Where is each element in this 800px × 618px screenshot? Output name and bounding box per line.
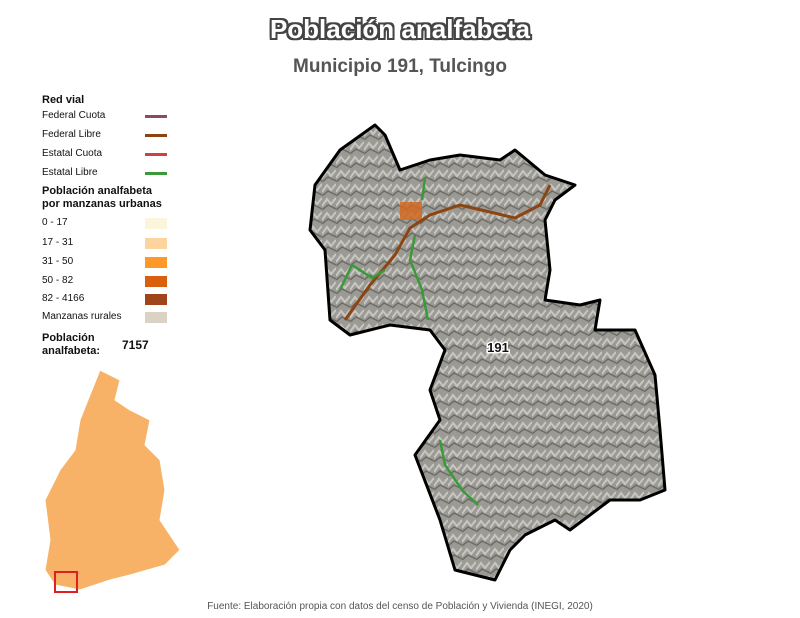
legend-swatch [145,294,167,305]
legend-swatch [145,172,167,175]
legend-swatch [145,153,167,156]
legend-item: Federal Libre [42,129,101,140]
municipality-label: 191 [487,340,509,355]
total-value: 7157 [122,338,149,352]
legend-item: 82 - 4166 [42,293,85,304]
total-label: Población analfabeta: [42,332,101,357]
location-marker [54,571,78,593]
legend-swatch [145,257,167,268]
legend-item: Federal Cuota [42,110,106,121]
legend-item: 17 - 31 [42,237,74,248]
legend-swatch [145,238,167,249]
legend-swatch [145,115,167,118]
municipality-outline [308,123,667,582]
road-federal-libre [343,184,552,321]
legend-item: 31 - 50 [42,256,74,267]
legend-item: Estatal Libre [42,167,98,178]
legend-roads-title: Red vial [42,94,85,106]
state-inset [44,369,181,591]
urban-block [400,202,422,220]
legend-swatch [145,312,167,323]
title: Población analfabeta [269,14,531,44]
source: Fuente: Elaboración propia con datos del… [207,601,593,612]
legend-swatch [145,218,167,229]
legend-swatch [145,276,167,287]
legend-item: 0 - 17 [42,217,68,228]
legend-population-title: Población analfabeta por manzanas urbana… [42,185,162,210]
subtitle: Municipio 191, Tulcingo [293,56,507,77]
legend-swatch [145,134,167,137]
road-estatal-libre [338,177,479,506]
legend-item: 50 - 82 [42,275,74,286]
legend-item: Estatal Cuota [42,148,103,159]
legend-item: Manzanas rurales [42,311,122,322]
